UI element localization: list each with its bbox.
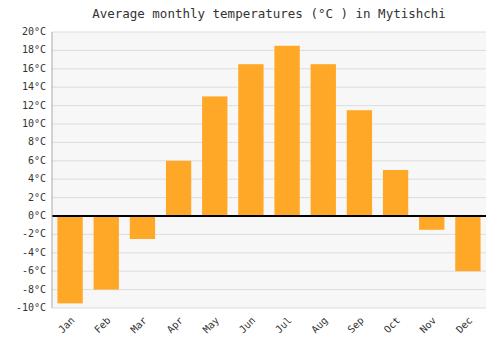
y-tick-label: -6°C: [22, 265, 46, 276]
bar: [383, 170, 408, 216]
bar: [238, 64, 263, 216]
x-tick-label: Dec: [454, 315, 475, 336]
grid-line: [52, 308, 486, 309]
bars: [57, 46, 480, 304]
grid-line: [52, 68, 486, 69]
grid-line: [52, 197, 486, 198]
y-tick-label: 2°C: [28, 192, 46, 203]
x-tick-label: Aug: [309, 315, 330, 336]
y-tick-labels: -10°C -8°C -6°C -4°C -2°C 0°C 2°C 4°C 6°C 8°C 10°C…: [16, 26, 46, 313]
x-tick-label: Jun: [237, 315, 258, 336]
x-tick-label: Nov: [418, 315, 439, 336]
y-tick-label: 18°C: [22, 44, 46, 55]
bar: [274, 46, 299, 216]
y-tick-label: 0°C: [28, 210, 46, 221]
y-tick-label: 10°C: [22, 118, 46, 129]
grid-line: [52, 142, 486, 143]
bar: [130, 216, 155, 239]
y-tick-label: -4°C: [22, 247, 46, 258]
y-tick-label: 12°C: [22, 100, 46, 111]
grid-line: [52, 179, 486, 180]
bar: [202, 96, 227, 216]
x-tick-label: Apr: [165, 315, 186, 336]
bar: [347, 110, 372, 216]
bar: [455, 216, 480, 271]
y-tick-label: 6°C: [28, 155, 46, 166]
plot-background: [52, 32, 486, 308]
x-tick-label: Feb: [92, 315, 113, 336]
x-tick-label: May: [201, 315, 222, 336]
y-tick-label: -10°C: [16, 302, 46, 313]
grid-line: [52, 32, 486, 33]
y-axis-line: [52, 32, 53, 308]
y-tick-label: 16°C: [22, 63, 46, 74]
y-grid: [52, 32, 486, 308]
zero-line: [52, 215, 486, 217]
y-tick-label: 20°C: [22, 26, 46, 37]
grid-line: [52, 160, 486, 161]
grid-line: [52, 124, 486, 125]
x-tick-label: Jan: [56, 315, 77, 336]
y-tick-label: 4°C: [28, 173, 46, 184]
chart-svg: -10°C -8°C -6°C -4°C -2°C 0°C 2°C 4°C 6°C 8°C 10°C…: [0, 0, 500, 350]
grid-line: [52, 105, 486, 106]
y-tick-label: -8°C: [22, 284, 46, 295]
grid-line: [52, 87, 486, 88]
bar: [419, 216, 444, 230]
y-tick-label: 8°C: [28, 136, 46, 147]
grid-line: [52, 50, 486, 51]
chart-container: -10°C -8°C -6°C -4°C -2°C 0°C 2°C 4°C 6°C 8°C 10°C…: [0, 0, 500, 350]
x-tick-labels: Jan Feb Mar Apr May Jun Jul Aug Sep Oct Nov Dec: [56, 315, 474, 336]
bar: [311, 64, 336, 216]
x-tick-label: Sep: [345, 315, 366, 336]
y-tick-label: 14°C: [22, 81, 46, 92]
y-tick-label: -2°C: [22, 228, 46, 239]
grid-line: [52, 216, 486, 217]
x-tick-label: Jul: [273, 315, 294, 336]
bar: [166, 161, 191, 216]
chart-title: Average monthly temperatures (°C ) in My…: [92, 6, 446, 21]
x-tick-label: Oct: [382, 315, 403, 336]
x-tick-label: Mar: [128, 315, 149, 336]
bar: [94, 216, 119, 290]
bar: [57, 216, 82, 303]
